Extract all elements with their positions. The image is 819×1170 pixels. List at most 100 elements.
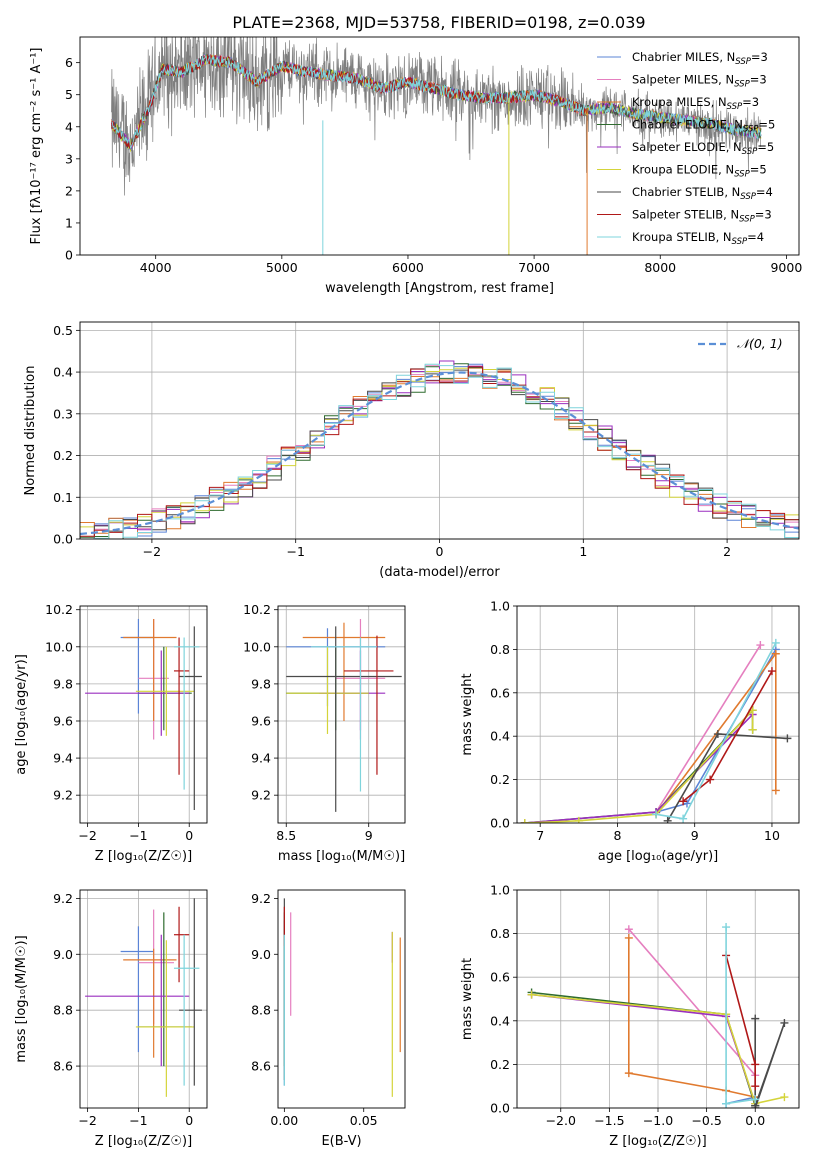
- legend-value: =5: [758, 118, 775, 132]
- histogram-step: [80, 363, 799, 539]
- legend-subscript: SSP: [732, 237, 748, 247]
- x-axis-label: wavelength [Angstrom, rest frame]: [325, 281, 554, 296]
- axes-frame: [79, 36, 800, 256]
- y-tick-label: 1: [65, 215, 73, 230]
- x-tick-label: 2: [723, 544, 731, 559]
- panel-residuals: −2 −1 0 1 2 0.0 0.1 0.2 0.3 0.4 0.5 (data-model)/er…: [23, 321, 800, 580]
- legend-value: =3: [742, 95, 759, 109]
- x-tick-label: 8.5: [276, 828, 296, 843]
- weight-line: [531, 993, 756, 1104]
- x-tick-label: 4000: [140, 260, 172, 275]
- weight-line: [531, 991, 756, 1107]
- weight-marker: [722, 923, 731, 932]
- plots-group: 4000 5000 6000 7000 8000 90000123456wavelengt…: [14, 36, 802, 1149]
- y-tick-label: 0.6: [490, 685, 510, 700]
- plot-area-mass_vs_ebv: [283, 898, 401, 1097]
- legend-entry: Salpeter STELIB, NSSP=3: [632, 208, 772, 225]
- y-tick-label: 3: [65, 151, 73, 166]
- y-tick-label: 9.6: [53, 713, 73, 728]
- x-tick-label: 9: [691, 828, 699, 843]
- x-axis-label: Z [log₁₀(Z/Z☉)]: [95, 1134, 192, 1149]
- y-tick-label: 0.4: [53, 365, 73, 380]
- y-tick-label: 0.4: [490, 1013, 510, 1028]
- legend-subscript: SSP: [743, 125, 759, 135]
- weight-marker: [624, 925, 633, 934]
- legend-subscript: SSP: [735, 57, 751, 67]
- x-tick-label: −1: [129, 828, 147, 843]
- panel-mass_vs_z: −2 −1 0 8.6 8.8 9.0 9.2 Z [log₁₀(Z/Z☉)] mass [lo…: [14, 889, 208, 1149]
- weight-marker: [624, 933, 633, 942]
- y-tick-label: 9.0: [251, 947, 271, 962]
- weight-marker: [751, 1082, 760, 1091]
- y-tick-label: 0.2: [490, 1057, 510, 1072]
- axes-frame: [79, 321, 800, 540]
- y-axis-label: mass [log₁₀(M/M☉)]: [14, 935, 29, 1062]
- x-tick-label: 7: [536, 828, 544, 843]
- weight-marker: [771, 638, 780, 647]
- axes-frame: [516, 605, 800, 824]
- weight-marker: [663, 816, 672, 823]
- y-tick-label: 9.8: [53, 676, 73, 691]
- axes-frame: [79, 889, 208, 1109]
- legend-subscript: SSP: [734, 170, 750, 180]
- figure-title: PLATE=2368, MJD=53758, FIBERID=0198, z=0…: [232, 13, 645, 32]
- y-tick-label: 0.8: [490, 926, 510, 941]
- panel-mass_vs_ebv: 0.00 0.05 8.6 8.8 9.0 9.2 E(B-V): [251, 889, 406, 1149]
- y-tick-label: 0.2: [490, 772, 510, 787]
- x-tick-label: 0.00: [270, 1113, 298, 1128]
- legend-series-name: Salpeter ELODIE, N: [632, 140, 742, 154]
- legend-series-name: Kroupa ELODIE, N: [632, 163, 734, 177]
- x-tick-label: −1.0: [643, 1113, 673, 1128]
- histogram-step: [80, 367, 799, 539]
- panel-age_vs_mass: 8.5 9 9.2 9.4 9.6 9.8 10.0 10.2 mass [log₁₀(M/M☉…: [243, 602, 406, 864]
- legend-value: =5: [757, 140, 774, 154]
- x-tick-label: 10: [764, 828, 780, 843]
- y-tick-label: 8.8: [53, 1003, 73, 1018]
- weight-marker: [706, 775, 715, 784]
- x-axis-label: (data-model)/error: [379, 565, 500, 580]
- y-tick-label: 10.2: [243, 602, 271, 617]
- legend-entry: Chabrier STELIB, NSSP=4: [632, 185, 773, 202]
- x-tick-label: −2.0: [546, 1113, 576, 1128]
- axes-frame: [277, 605, 406, 824]
- y-tick-label: 0.4: [490, 729, 510, 744]
- x-tick-label: 0.05: [350, 1113, 378, 1128]
- weight-line: [628, 928, 756, 1076]
- legend-entry: Chabrier ELODIE, NSSP=5: [632, 118, 775, 135]
- gaussian-curve: [80, 371, 799, 536]
- x-axis-label: Z [log₁₀(Z/Z☉)]: [95, 849, 192, 864]
- y-tick-label: 9.2: [251, 788, 271, 803]
- legend-subscript: SSP: [742, 147, 758, 157]
- x-axis-label: Z [log₁₀(Z/Z☉)]: [609, 1134, 706, 1149]
- y-tick-label: 8.6: [251, 1059, 271, 1074]
- y-axis-label: mass weight: [460, 958, 475, 1040]
- weight-marker: [722, 1099, 731, 1108]
- legend-subscript: SSP: [734, 80, 750, 90]
- weight-line: [754, 1018, 786, 1108]
- y-tick-label: 0.0: [490, 816, 510, 831]
- panel-weight_vs_age: 7 8 9 10 0.0 0.2 0.4 0.6 0.8 1.0 age [log₁₀(age/yr…: [460, 599, 800, 864]
- x-tick-label: 0: [436, 544, 444, 559]
- plot-area-weight_vs_z: [527, 923, 789, 1108]
- x-tick-label: 9000: [770, 260, 802, 275]
- legend-entry: Salpeter MILES, NSSP=3: [632, 73, 767, 90]
- legend-subscript: SSP: [739, 215, 755, 225]
- panel-spectrum: 4000 5000 6000 7000 8000 9000 0 1 2 3 4 5 6 wavelengt…: [29, 36, 802, 296]
- plot-area-spectrum: [111, 37, 762, 255]
- weight-marker: [771, 649, 780, 658]
- spectrum-model-line: [111, 55, 762, 150]
- weight-line: [667, 733, 788, 822]
- legend-entry: Salpeter ELODIE, NSSP=5: [632, 140, 774, 157]
- legend-value: =3: [750, 73, 767, 87]
- x-tick-label: −1: [129, 1113, 147, 1128]
- weight-marker: [783, 734, 792, 743]
- y-tick-label: 10.0: [243, 639, 271, 654]
- legend-series-name: Chabrier STELIB, N: [632, 185, 740, 199]
- y-tick-label: 0.8: [490, 642, 510, 657]
- x-tick-label: 5000: [266, 260, 298, 275]
- legend-series-name: Chabrier ELODIE, N: [632, 118, 743, 132]
- axes-frame: [79, 605, 208, 824]
- weight-marker: [652, 810, 661, 819]
